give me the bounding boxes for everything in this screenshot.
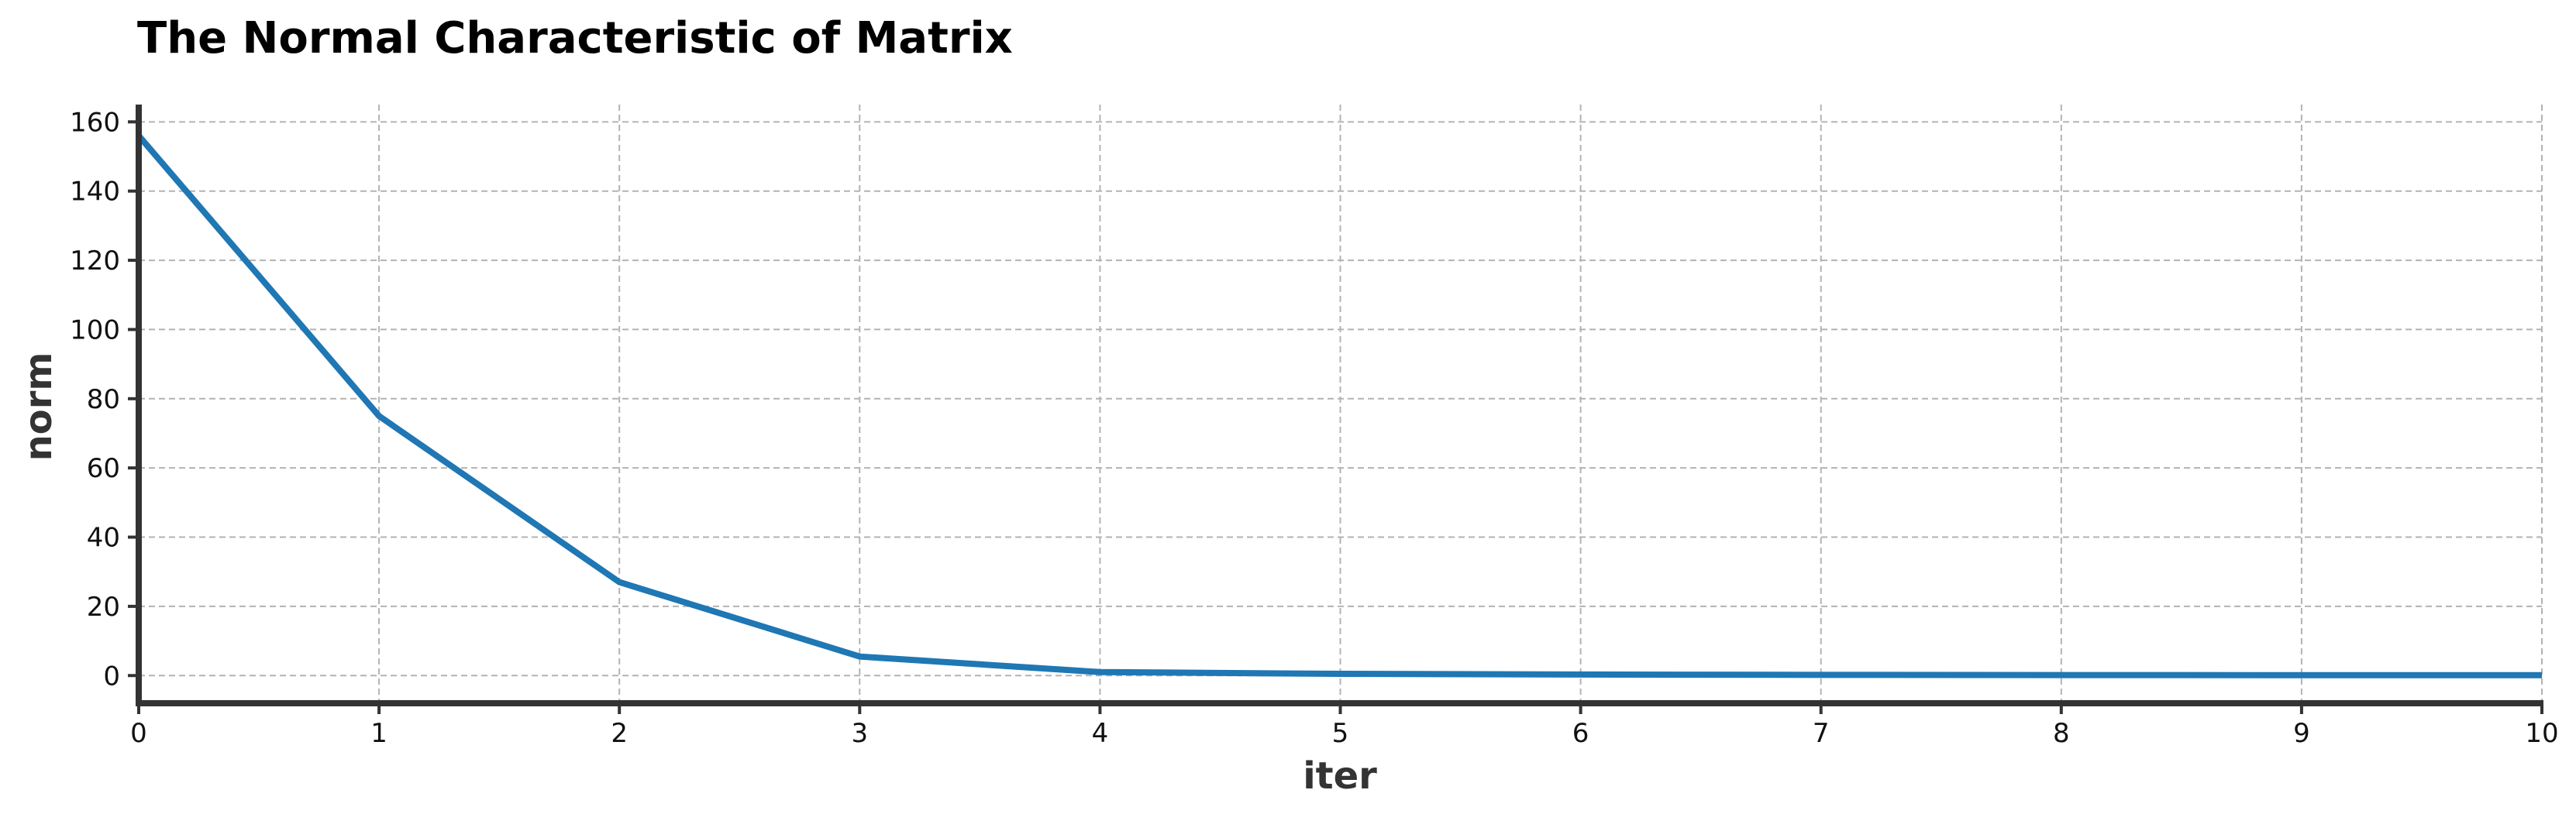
x-tick-label: 8 (2053, 718, 2070, 749)
series-line (136, 133, 2542, 678)
x-tick-label: 0 (130, 718, 147, 749)
x-tick-label: 2 (611, 718, 628, 749)
x-axis-label: iter (1303, 754, 1377, 798)
y-tick-label: 60 (87, 453, 120, 484)
x-tick-label: 10 (2525, 718, 2558, 749)
series-layer (136, 133, 2542, 678)
axes (136, 105, 2543, 706)
y-tick-label: 40 (87, 523, 120, 554)
chart-title: The Normal Characteristic of Matrix (137, 13, 1013, 64)
y-tick-label: 120 (70, 246, 120, 276)
x-tick-label: 3 (851, 718, 868, 749)
x-tick-label: 4 (1092, 718, 1109, 749)
x-tick-label: 9 (2293, 718, 2310, 749)
y-axis-label: norm (17, 352, 60, 462)
y-tick-label: 0 (103, 661, 120, 692)
y-tick-label: 100 (70, 314, 120, 345)
y-tick-label: 140 (70, 177, 120, 208)
y-tick-label: 80 (87, 384, 120, 415)
x-tick-label: 1 (370, 718, 387, 749)
x-tick-label: 5 (1332, 718, 1349, 749)
y-tick-label: 20 (87, 592, 120, 623)
grid (138, 105, 2543, 703)
x-tick-label: 6 (1572, 718, 1589, 749)
x-tick-label: 7 (1813, 718, 1830, 749)
y-tick-label: 160 (70, 107, 120, 138)
